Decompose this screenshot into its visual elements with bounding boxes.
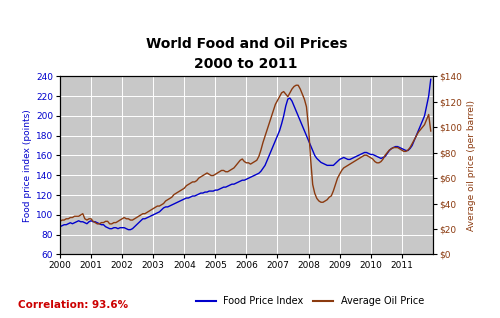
Title: World Food and Oil Prices
2000 to 2011: World Food and Oil Prices 2000 to 2011 xyxy=(146,38,347,71)
Average Oil Price xyxy=(63,217,69,221)
Legend: Food Price Index, Average Oil Price: Food Price Index, Average Oil Price xyxy=(192,292,428,310)
Average Oil Price xyxy=(136,214,141,218)
Average Oil Price xyxy=(428,129,434,133)
Average Oil Price xyxy=(102,219,108,223)
Average Oil Price xyxy=(57,219,63,223)
Average Oil Price xyxy=(390,146,396,149)
Average Oil Price xyxy=(200,174,206,177)
Average Oil Price xyxy=(94,222,100,226)
Food Price Index xyxy=(418,124,424,128)
Food Price Index xyxy=(200,191,206,195)
Text: Correlation: 93.6%: Correlation: 93.6% xyxy=(18,300,128,310)
Y-axis label: Average oil price (per barrel): Average oil price (per barrel) xyxy=(466,100,475,231)
Food Price Index xyxy=(57,225,63,229)
Food Price Index xyxy=(388,147,394,150)
Food Price Index xyxy=(428,77,434,81)
Food Price Index xyxy=(100,223,106,227)
Y-axis label: Food price index (points): Food price index (points) xyxy=(22,109,32,222)
Average Oil Price xyxy=(293,83,299,87)
Food Price Index xyxy=(126,228,132,232)
Average Oil Price xyxy=(420,125,426,129)
Food Price Index xyxy=(63,223,69,227)
Line: Average Oil Price: Average Oil Price xyxy=(60,85,430,224)
Food Price Index xyxy=(136,221,141,225)
Line: Food Price Index: Food Price Index xyxy=(60,79,430,230)
